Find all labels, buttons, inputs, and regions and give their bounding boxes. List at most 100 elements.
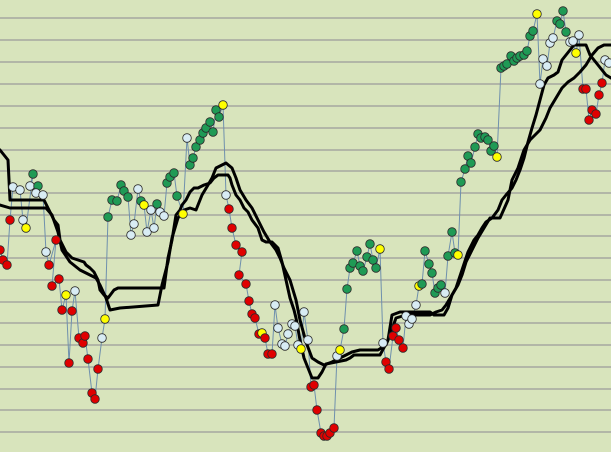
data-point-129 — [424, 259, 434, 269]
step-line-2 — [0, 43, 611, 367]
data-point-16 — [51, 235, 61, 245]
data-point-43 — [139, 200, 149, 210]
data-point-120 — [394, 335, 404, 345]
data-point-169 — [555, 19, 565, 29]
data-point-147 — [483, 135, 493, 145]
data-point-66 — [218, 100, 228, 110]
data-point-35 — [112, 196, 122, 206]
data-point-88 — [290, 321, 300, 331]
data-point-119 — [391, 323, 401, 333]
data-points — [0, 6, 611, 441]
data-point-83 — [273, 323, 283, 333]
data-point-73 — [241, 279, 251, 289]
data-point-114 — [375, 244, 385, 254]
data-point-138 — [453, 250, 463, 260]
data-point-159 — [522, 46, 532, 56]
data-point-20 — [61, 290, 71, 300]
data-point-72 — [234, 270, 244, 280]
data-point-112 — [368, 255, 378, 265]
data-point-173 — [568, 36, 578, 46]
data-point-23 — [70, 286, 80, 296]
data-point-139 — [456, 177, 466, 187]
data-point-41 — [133, 184, 143, 194]
data-point-124 — [407, 314, 417, 324]
data-point-111 — [365, 239, 375, 249]
data-point-95 — [312, 405, 322, 415]
data-point-17 — [47, 281, 57, 291]
data-point-30 — [93, 364, 103, 374]
grid-lines — [0, 17, 611, 433]
data-point-31 — [97, 333, 107, 343]
data-point-178 — [584, 115, 594, 125]
data-point-58 — [191, 142, 201, 152]
data-point-54 — [178, 209, 188, 219]
data-point-127 — [417, 279, 427, 289]
data-point-1 — [0, 245, 5, 255]
data-point-10 — [25, 181, 35, 191]
data-point-180 — [591, 109, 601, 119]
data-point-74 — [244, 296, 254, 306]
data-point-3 — [2, 260, 12, 270]
data-point-103 — [339, 324, 349, 334]
data-point-149 — [489, 141, 499, 151]
data-point-26 — [80, 331, 90, 341]
data-point-125 — [411, 300, 421, 310]
data-point-62 — [205, 117, 215, 127]
data-point-143 — [470, 142, 480, 152]
data-point-32 — [100, 314, 110, 324]
data-point-109 — [358, 266, 368, 276]
data-point-171 — [561, 27, 571, 37]
data-point-4 — [5, 215, 15, 225]
data-point-9 — [28, 169, 38, 179]
data-point-27 — [83, 354, 93, 364]
data-point-165 — [542, 61, 552, 71]
data-point-102 — [335, 345, 345, 355]
data-point-184 — [604, 58, 611, 68]
data-point-46 — [149, 223, 159, 233]
data-point-85 — [280, 341, 290, 351]
data-point-68 — [224, 204, 234, 214]
data-point-113 — [371, 263, 381, 273]
data-point-115 — [378, 338, 388, 348]
data-point-44 — [142, 227, 152, 237]
data-point-121 — [398, 343, 408, 353]
data-point-14 — [41, 247, 51, 257]
data-point-163 — [535, 79, 545, 89]
data-point-22 — [67, 306, 77, 316]
data-point-63 — [208, 127, 218, 137]
data-point-70 — [231, 240, 241, 250]
data-point-104 — [342, 284, 352, 294]
data-point-7 — [18, 215, 28, 225]
data-point-47 — [152, 199, 162, 209]
data-point-162 — [532, 9, 542, 19]
data-point-134 — [440, 288, 450, 298]
data-point-90 — [296, 344, 306, 354]
data-point-71 — [237, 247, 247, 257]
data-point-52 — [169, 168, 179, 178]
step-lines — [0, 43, 611, 380]
data-point-175 — [574, 30, 584, 40]
data-point-107 — [352, 246, 362, 256]
data-point-92 — [303, 335, 313, 345]
data-point-6 — [15, 185, 25, 195]
data-point-86 — [283, 329, 293, 339]
data-point-82 — [270, 300, 280, 310]
data-point-161 — [528, 26, 538, 36]
data-point-13 — [38, 190, 48, 200]
data-point-142 — [466, 158, 476, 168]
data-point-15 — [44, 260, 54, 270]
data-point-76 — [250, 313, 260, 323]
data-point-33 — [103, 212, 113, 222]
data-point-170 — [558, 6, 568, 16]
data-point-29 — [90, 394, 100, 404]
data-point-79 — [260, 333, 270, 343]
data-point-174 — [571, 48, 581, 58]
data-point-181 — [594, 90, 604, 100]
data-point-136 — [447, 227, 457, 237]
data-point-19 — [57, 305, 67, 315]
data-point-21 — [64, 358, 74, 368]
data-point-128 — [420, 246, 430, 256]
data-point-49 — [159, 211, 169, 221]
data-point-140 — [460, 164, 470, 174]
